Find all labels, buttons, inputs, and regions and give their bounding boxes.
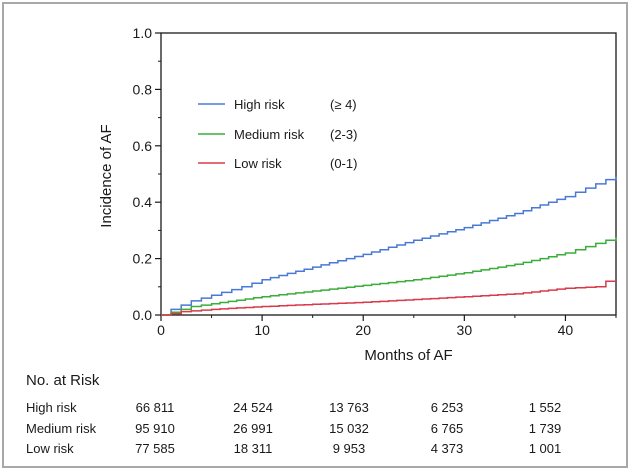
risk-table-cell: 77 585 xyxy=(135,441,175,456)
risk-table-cell: 4 373 xyxy=(431,441,464,456)
x-tick-label: 30 xyxy=(457,322,473,338)
risk-table-cell: 1 001 xyxy=(529,441,562,456)
risk-table-row-label: Medium risk xyxy=(26,421,97,436)
legend-label: Low risk xyxy=(234,156,282,171)
legend-label: High risk xyxy=(234,97,285,112)
plot-area xyxy=(160,32,617,316)
risk-table-cell: 95 910 xyxy=(135,421,175,436)
y-axis-title: Incidence of AF xyxy=(98,124,115,227)
y-tick-label: 0.0 xyxy=(133,307,153,323)
risk-table-cell: 26 991 xyxy=(233,421,273,436)
x-axis-title: Months of AF xyxy=(364,347,452,364)
y-tick-label: 0.8 xyxy=(133,81,153,97)
risk-table-cell: 15 032 xyxy=(329,421,369,436)
x-tick-label: 40 xyxy=(558,322,574,338)
risk-table-row-label: Low risk xyxy=(26,441,74,456)
risk-table-row-label: High risk xyxy=(26,400,77,415)
series-line-high-risk xyxy=(161,176,617,316)
legend-range: (0-1) xyxy=(330,156,357,171)
figure-frame xyxy=(2,2,628,468)
y-tick-label: 0.2 xyxy=(133,251,153,267)
risk-table-cell: 66 811 xyxy=(136,400,175,415)
x-tick-label: 10 xyxy=(254,322,270,338)
series-line-low-risk xyxy=(161,280,616,316)
risk-table-cell: 6 765 xyxy=(431,421,464,436)
legend-label: Medium risk xyxy=(234,127,305,142)
series-line-medium-risk xyxy=(161,237,617,316)
risk-table-cell: 13 763 xyxy=(329,400,369,415)
legend-range: (2-3) xyxy=(330,127,357,142)
y-tick-label: 0.6 xyxy=(133,138,153,154)
risk-table-cell: 24 524 xyxy=(233,400,273,415)
risk-table-cell: 6 253 xyxy=(431,400,464,415)
risk-table-cell: 1 552 xyxy=(529,400,562,415)
risk-table-cell: 9 953 xyxy=(333,441,366,456)
risk-table-cell: 18 311 xyxy=(234,441,273,456)
x-tick-label: 0 xyxy=(157,322,165,338)
x-tick-label: 20 xyxy=(355,322,371,338)
risk-table-title: No. at Risk xyxy=(26,372,100,389)
legend-range: (≥ 4) xyxy=(330,97,357,112)
y-tick-label: 0.4 xyxy=(133,194,153,210)
risk-table-cell: 1 739 xyxy=(529,421,562,436)
y-tick-label: 1.0 xyxy=(133,25,153,41)
